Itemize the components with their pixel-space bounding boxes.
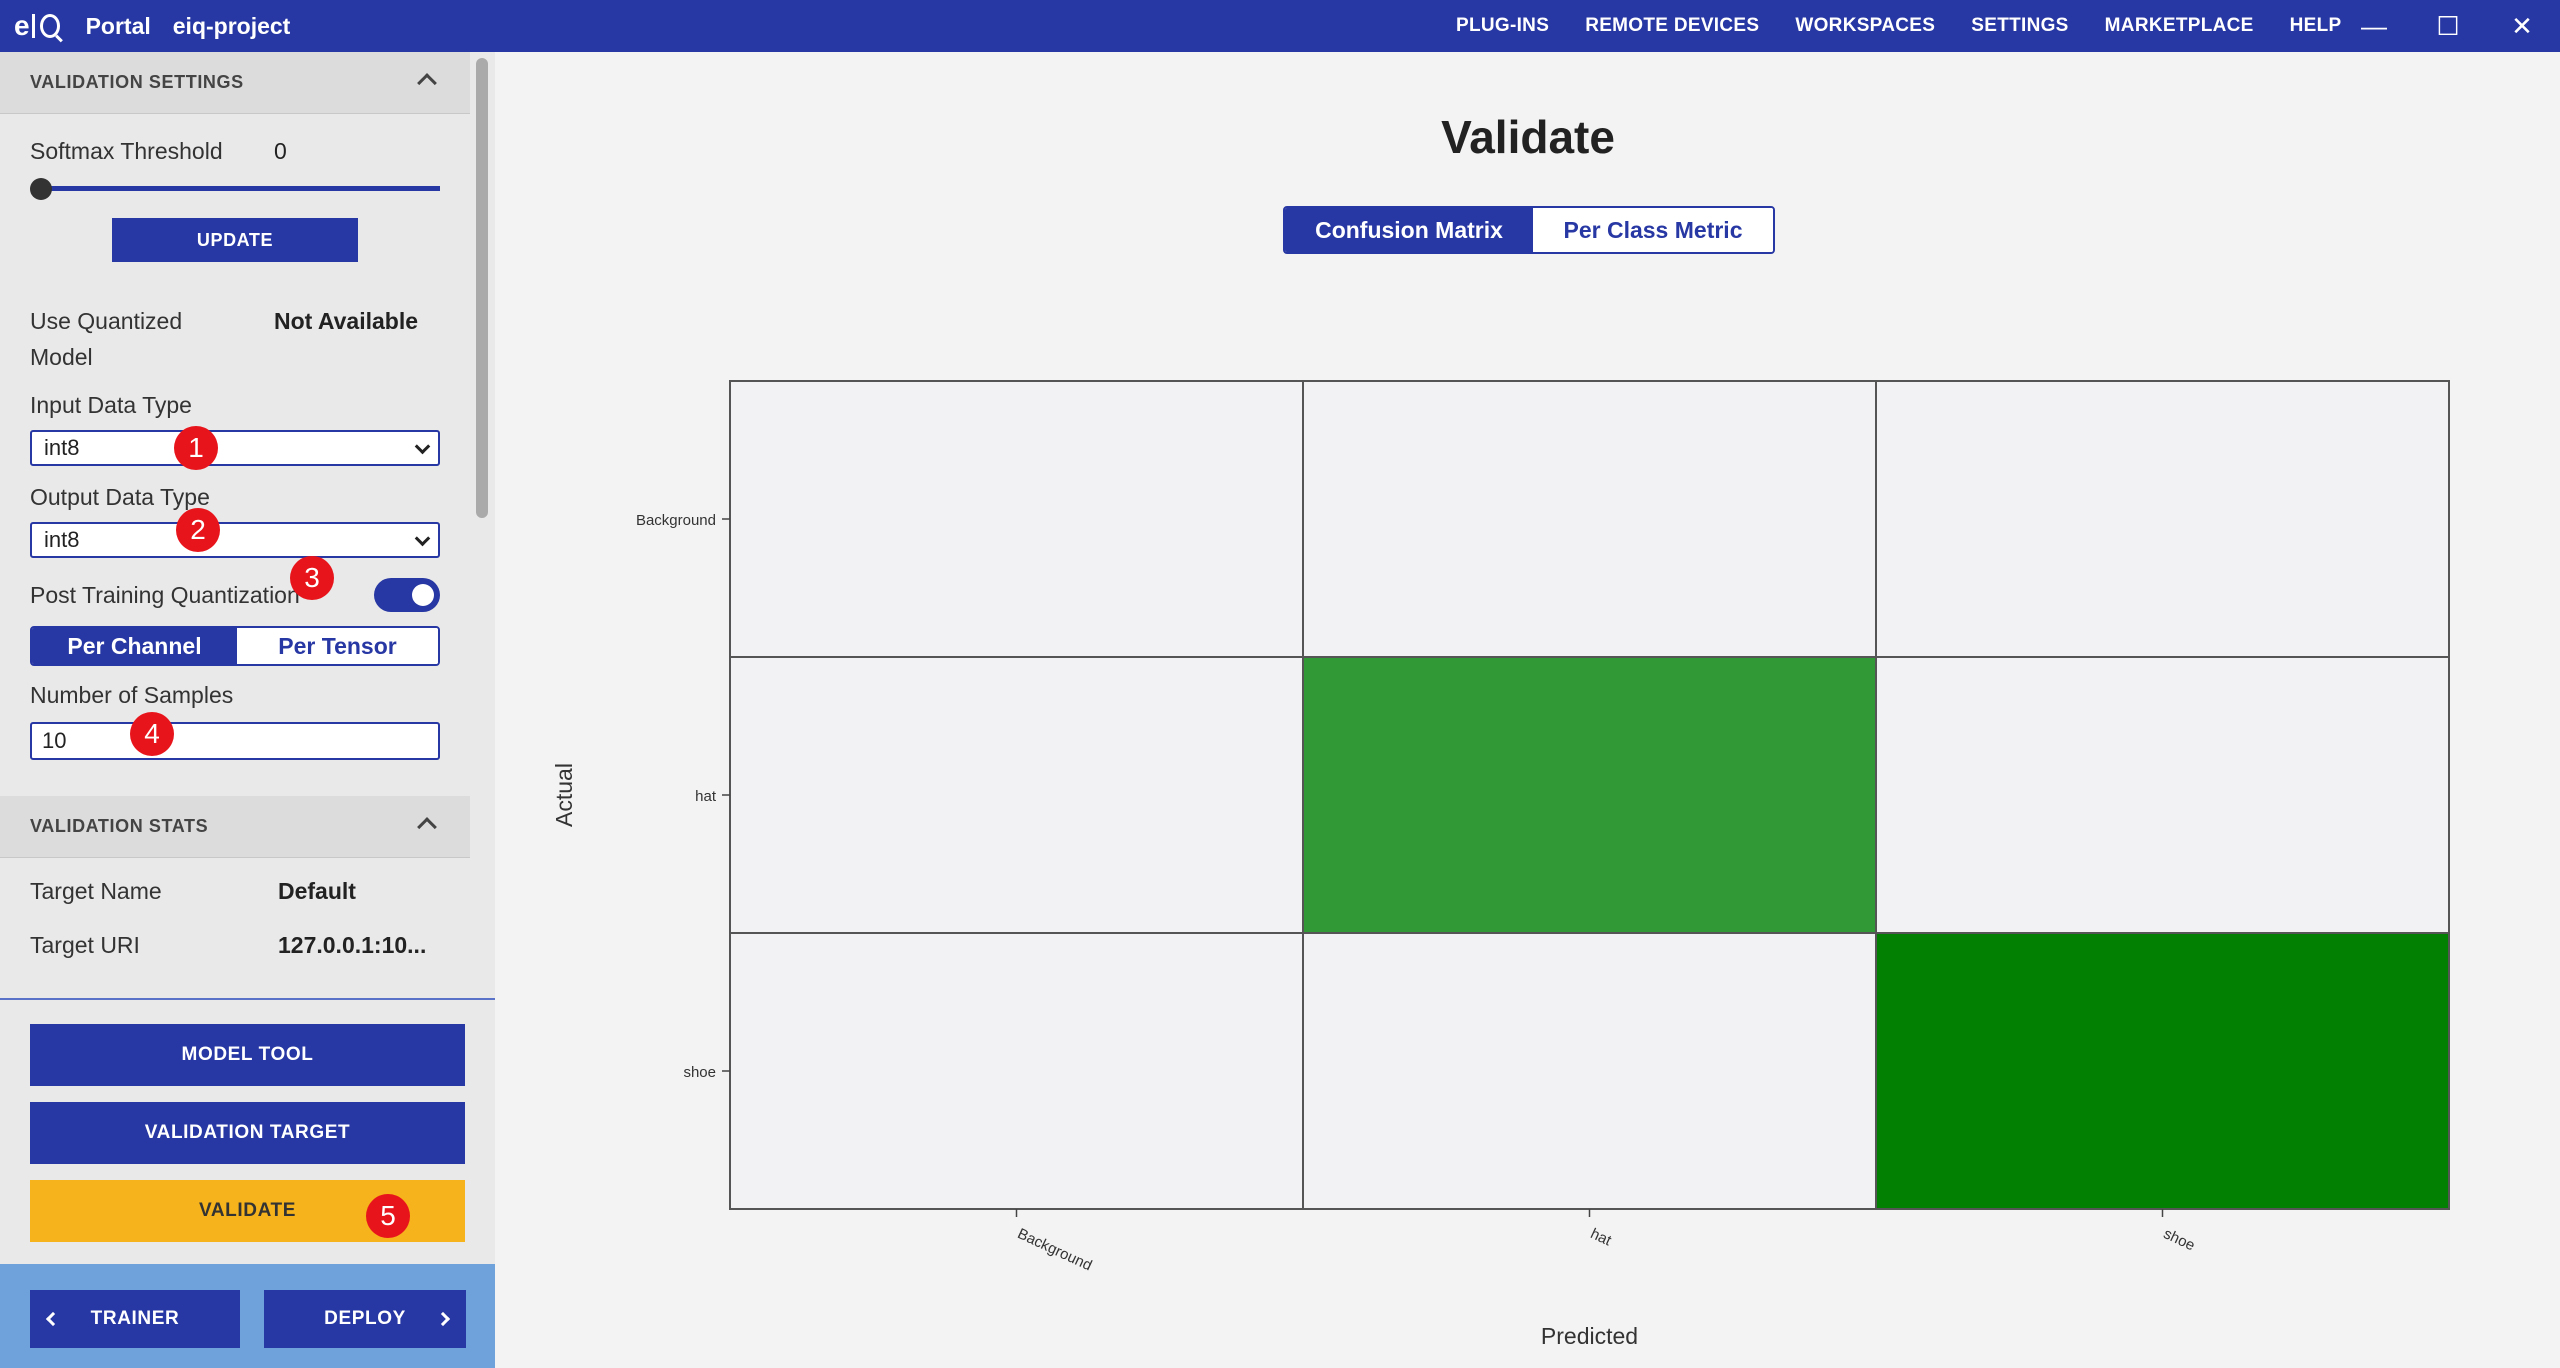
minimize-icon[interactable]: —: [2361, 10, 2387, 41]
chevron-down-icon: [414, 530, 431, 547]
input-data-type-value: int8: [44, 435, 80, 460]
step-badge-5: 5: [366, 1194, 410, 1238]
close-icon[interactable]: ✕: [2511, 10, 2533, 41]
nav-settings[interactable]: SETTINGS: [1971, 15, 2069, 36]
step-badge-4: 4: [130, 712, 174, 756]
use-quantized-label-line2: Model: [30, 344, 93, 370]
softmax-slider-handle[interactable]: [30, 178, 52, 200]
nav-workspaces[interactable]: WORKSPACES: [1795, 15, 1936, 36]
y-tick-label: Background: [636, 512, 716, 529]
ptq-toggle[interactable]: [374, 578, 440, 612]
use-quantized-value: Not Available: [274, 308, 418, 334]
softmax-label: Softmax Threshold: [30, 138, 223, 164]
cm-cell-hat-background: [729, 656, 1304, 934]
title-bar: e Portal eiq-project PLUG-INS REMOTE DEV…: [0, 0, 2560, 52]
cm-cell-shoe-shoe: [1875, 932, 2450, 1210]
validation-target-button[interactable]: VALIDATION TARGET: [30, 1102, 465, 1164]
chevron-right-icon: [435, 1311, 451, 1327]
model-tool-button[interactable]: MODEL TOOL: [30, 1024, 465, 1086]
target-name-label: Target Name: [30, 878, 162, 904]
use-quantized-label: Use Quantized: [30, 308, 183, 334]
chevron-up-icon[interactable]: [417, 817, 437, 837]
target-uri-label: Target URI: [30, 932, 140, 958]
nav-remote-devices[interactable]: REMOTE DEVICES: [1585, 15, 1760, 36]
deploy-button[interactable]: DEPLOY: [264, 1290, 466, 1348]
step-badge-2: 2: [176, 508, 220, 552]
samples-label: Number of Samples: [30, 682, 234, 708]
nav-help[interactable]: HELP: [2289, 15, 2342, 36]
output-data-type-value: int8: [44, 527, 80, 552]
trainer-label: TRAINER: [90, 1308, 180, 1329]
cm-cell-background-shoe: [1875, 380, 2450, 658]
per-channel-option[interactable]: Per Channel: [32, 628, 237, 664]
update-button[interactable]: UPDATE: [112, 218, 358, 262]
cm-cell-shoe-background: [729, 932, 1304, 1210]
input-data-type-label: Input Data Type: [30, 392, 192, 418]
project-name: eiq-project: [172, 12, 291, 39]
deploy-label: DEPLOY: [324, 1308, 406, 1329]
target-uri-value: 127.0.0.1:10...: [278, 932, 427, 958]
step-badge-1: 1: [174, 426, 218, 470]
softmax-slider-track[interactable]: [40, 186, 440, 191]
tab-confusion-matrix[interactable]: Confusion Matrix: [1285, 208, 1533, 252]
quantization-mode-toggle: Per Channel Per Tensor: [30, 626, 440, 666]
softmax-value: 0: [274, 138, 287, 164]
page-title: Validate: [1441, 111, 1615, 163]
trainer-button[interactable]: TRAINER: [30, 1290, 240, 1348]
y-axis-label: Actual: [551, 763, 577, 827]
app-title: Portal: [85, 12, 151, 39]
validation-settings-header[interactable]: VALIDATION SETTINGS: [0, 52, 470, 114]
cm-cell-background-hat: [1302, 380, 1877, 658]
samples-value: 10: [42, 728, 67, 753]
validation-settings-title: VALIDATION SETTINGS: [30, 72, 244, 92]
eiq-logo: e: [14, 10, 60, 42]
y-tick-label: shoe: [683, 1064, 716, 1081]
output-data-type-label: Output Data Type: [30, 484, 210, 510]
validation-stats-header[interactable]: VALIDATION STATS: [0, 796, 470, 858]
top-nav: PLUG-INS REMOTE DEVICES WORKSPACES SETTI…: [1456, 0, 2378, 52]
per-tensor-option[interactable]: Per Tensor: [236, 628, 438, 664]
cm-cell-shoe-hat: [1302, 932, 1877, 1210]
x-tick-label: shoe: [2161, 1225, 2198, 1254]
x-tick-label: Background: [1015, 1225, 1095, 1274]
chevron-up-icon[interactable]: [417, 73, 437, 93]
input-data-type-select[interactable]: int8: [30, 430, 440, 466]
target-name-value: Default: [278, 878, 356, 904]
cm-cell-background-background: [729, 380, 1304, 658]
samples-input[interactable]: 10: [30, 722, 440, 760]
chevron-left-icon: [45, 1311, 61, 1327]
tab-per-class-metric[interactable]: Per Class Metric: [1533, 208, 1773, 252]
nav-plug-ins[interactable]: PLUG-INS: [1456, 15, 1550, 36]
ptq-label: Post Training Quantization: [30, 582, 300, 608]
x-axis-label: Predicted: [1541, 1323, 1638, 1349]
validation-stats-title: VALIDATION STATS: [30, 816, 209, 836]
x-tick-label: hat: [1588, 1225, 1615, 1250]
maximize-icon[interactable]: ☐: [2436, 10, 2460, 41]
y-tick-label: hat: [695, 788, 717, 805]
step-badge-3: 3: [290, 556, 334, 600]
view-tabs: Confusion Matrix Per Class Metric: [1283, 206, 1775, 254]
nav-marketplace[interactable]: MARKETPLACE: [2104, 15, 2254, 36]
sidebar-scrollbar[interactable]: [476, 58, 488, 518]
cm-cell-hat-hat: [1302, 656, 1877, 934]
output-data-type-select[interactable]: int8: [30, 522, 440, 558]
chevron-down-icon: [414, 438, 431, 455]
sidebar-scroll-area: VALIDATION SETTINGS Softmax Threshold 0 …: [0, 52, 478, 997]
cm-cell-hat-shoe: [1875, 656, 2450, 934]
sidebar: VALIDATION SETTINGS Softmax Threshold 0 …: [0, 52, 495, 1368]
